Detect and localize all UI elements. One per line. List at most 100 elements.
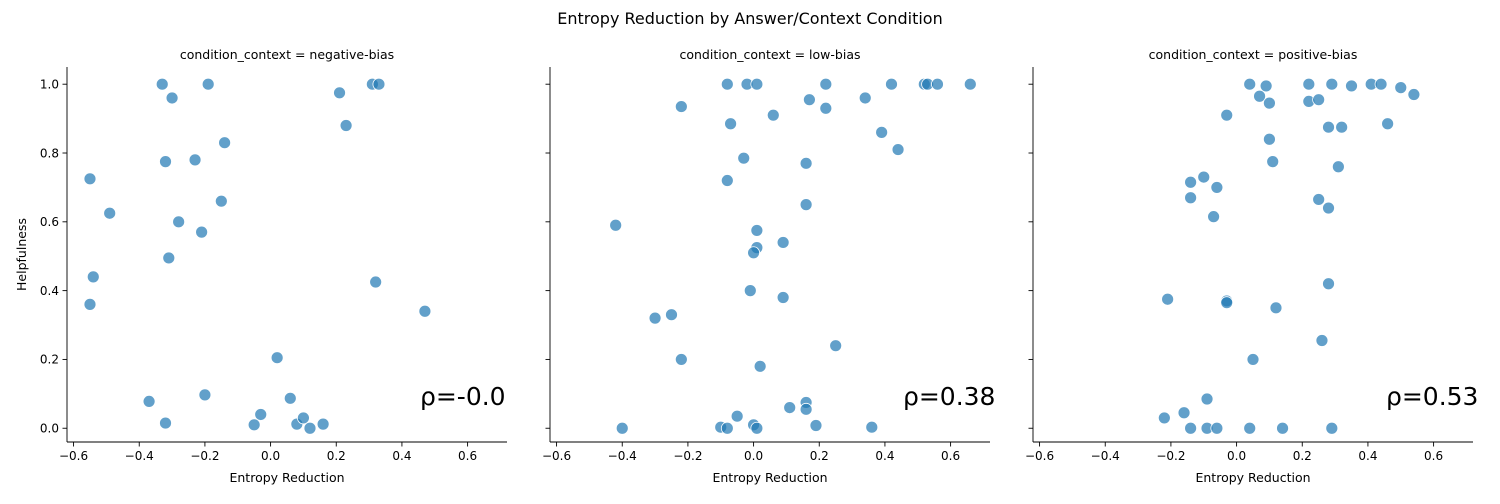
scatter-point — [1243, 421, 1257, 435]
scatter-point — [829, 339, 843, 353]
scatter-point — [201, 77, 215, 91]
x-tick-label: 0.2 — [810, 449, 829, 463]
y-tick-label: 0.0 — [40, 422, 59, 436]
scatter-point — [1253, 89, 1266, 103]
x-tick-label: 0.2 — [1293, 449, 1312, 463]
correlation-annotation: ρ=-0.0 — [420, 382, 506, 411]
panel-1: condition_context = negative-bias −0.6 −0.… — [14, 47, 507, 485]
scatter-point — [1322, 277, 1335, 291]
scatter-point — [333, 86, 346, 100]
scatter-point — [609, 218, 623, 232]
x-tick-label: −0.2 — [673, 449, 702, 463]
scatter-point — [1263, 132, 1276, 146]
scatter-point — [1220, 108, 1234, 122]
scatter-point — [799, 156, 813, 170]
scatter-point — [1325, 77, 1339, 91]
scatter-point — [172, 215, 186, 229]
panel-title: condition_context = negative-bias — [180, 47, 394, 62]
scatter-point — [1184, 191, 1198, 205]
scatter-point — [799, 198, 813, 212]
scatter-point — [247, 418, 261, 432]
x-tick-label: −0.6 — [59, 449, 88, 463]
y-axis-label: Helpfulness — [14, 218, 29, 291]
x-tick-label: 0.6 — [1424, 449, 1443, 463]
scatter-point — [155, 77, 169, 91]
scatter-point — [783, 401, 797, 414]
scatter-point — [1394, 81, 1408, 95]
scatter-point — [1312, 93, 1326, 107]
scatter-point — [1197, 170, 1211, 184]
scatter-point — [218, 136, 232, 150]
y-tick-label: 0.2 — [40, 353, 59, 367]
scatter-point — [665, 308, 678, 322]
panel-title: condition_context = positive-bias — [1149, 47, 1358, 62]
scatter-point — [1184, 175, 1198, 189]
scatter-point — [1331, 160, 1345, 174]
scatter-point — [159, 155, 172, 169]
scatter-point — [1325, 421, 1339, 435]
x-tick-label: −0.6 — [1025, 449, 1054, 463]
scatter-point — [1243, 77, 1257, 91]
scatter-point — [83, 297, 97, 311]
scatter-point — [86, 270, 100, 284]
scatter-point — [1322, 201, 1335, 215]
scatter-point — [743, 284, 757, 298]
scatter-point — [724, 117, 737, 131]
scatter-point — [1259, 79, 1273, 93]
scatter-point — [766, 108, 780, 122]
scatter-point — [103, 206, 117, 220]
scatter-point — [1374, 77, 1388, 91]
scatter-point — [142, 395, 156, 408]
scatter-point — [1312, 193, 1326, 206]
scatter-point — [858, 91, 872, 105]
scatter-point — [648, 311, 662, 325]
x-tick-label: −0.4 — [1091, 449, 1120, 463]
scatter-point — [1161, 292, 1175, 306]
x-tick-label: −0.4 — [608, 449, 637, 463]
x-tick-label: −0.6 — [542, 449, 571, 463]
scatter-point — [372, 77, 386, 91]
scatter-point — [674, 353, 688, 366]
scatter-point — [720, 77, 734, 91]
scatter-point — [737, 151, 751, 165]
scatter-point — [339, 119, 353, 132]
scatter-point — [674, 100, 688, 113]
scatter-point — [1177, 406, 1191, 420]
x-tick-label: −0.2 — [190, 449, 219, 463]
scatter-point — [1302, 77, 1316, 91]
scatter-point — [1263, 96, 1276, 110]
scatter-point — [819, 77, 833, 91]
scatter-point — [931, 77, 944, 91]
scatter-point — [188, 153, 202, 167]
scatter-point — [891, 143, 905, 156]
scatter-point — [1210, 421, 1224, 435]
scatter-point — [83, 172, 97, 186]
scatter-point — [1207, 210, 1220, 224]
scatter-point — [1210, 181, 1224, 194]
scatter-point — [750, 224, 764, 237]
scatter-point — [1266, 155, 1280, 169]
x-tick-label: −0.4 — [125, 449, 154, 463]
scatter-point — [720, 174, 734, 187]
panel-3: condition_context = positive-bias −0.6 −0.… — [1025, 47, 1478, 485]
scatter-point — [753, 359, 767, 373]
x-tick-label: 0.6 — [458, 449, 477, 463]
scatter-point — [303, 421, 317, 435]
scatter-point — [1335, 120, 1349, 134]
scatter-point — [1315, 334, 1329, 347]
scatter-point — [875, 125, 889, 139]
scatter-point — [195, 225, 209, 239]
x-tick-label: 0.6 — [941, 449, 960, 463]
x-axis-label: Entropy Reduction — [712, 470, 827, 485]
scatter-point — [418, 304, 432, 318]
y-tick-label: 0.6 — [40, 215, 59, 229]
scatter-point — [283, 391, 297, 405]
scatter-point — [720, 421, 734, 435]
figure-title: Entropy Reduction by Answer/Context Cond… — [557, 9, 942, 28]
scatter-point — [776, 236, 790, 249]
scatter-point — [963, 77, 977, 91]
scatter-point — [254, 408, 268, 421]
scatter-point — [1200, 392, 1214, 406]
